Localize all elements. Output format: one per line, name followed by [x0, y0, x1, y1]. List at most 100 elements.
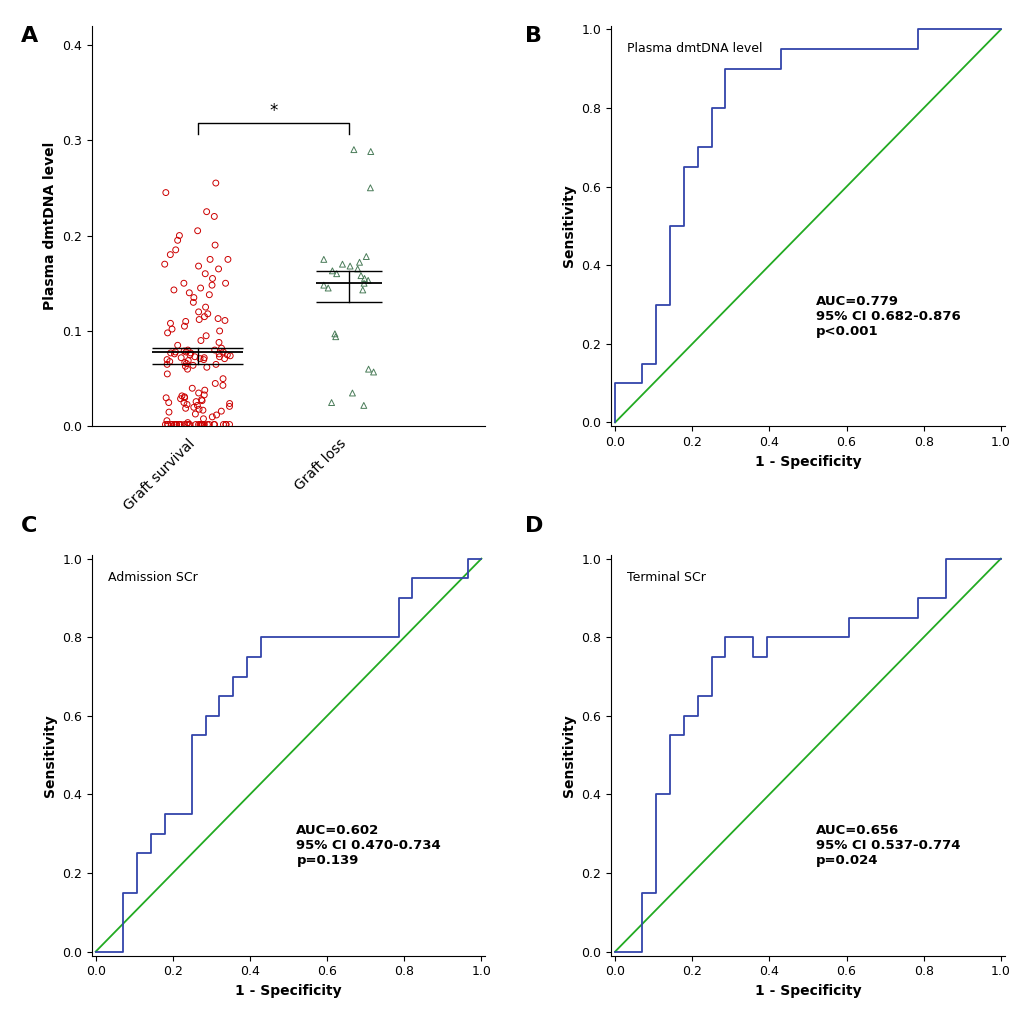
Point — [197, 266, 213, 282]
Point — [215, 371, 231, 387]
Point — [356, 275, 372, 291]
Point — [159, 325, 175, 341]
Point — [156, 256, 172, 272]
Point — [196, 386, 212, 403]
Point — [345, 141, 362, 157]
Point — [362, 180, 378, 196]
Point — [360, 272, 376, 288]
Point — [344, 385, 361, 402]
Point — [176, 318, 193, 334]
Text: AUC=0.602
95% CI 0.470-0.734
p=0.139: AUC=0.602 95% CI 0.470-0.734 p=0.139 — [297, 825, 441, 868]
Point — [162, 344, 178, 361]
Point — [222, 347, 238, 364]
Point — [192, 416, 208, 432]
Point — [168, 416, 184, 432]
Point — [365, 364, 381, 380]
Point — [210, 311, 226, 327]
Point — [211, 345, 227, 362]
Point — [217, 313, 233, 329]
Text: D: D — [525, 516, 543, 537]
Point — [198, 328, 214, 344]
Point — [171, 416, 187, 432]
Point — [327, 328, 343, 344]
X-axis label: 1 - Specificity: 1 - Specificity — [754, 455, 860, 469]
Point — [191, 385, 207, 402]
Point — [178, 416, 195, 432]
Point — [196, 309, 212, 325]
Point — [184, 357, 201, 373]
Point — [176, 389, 193, 406]
Text: *: * — [269, 102, 277, 120]
Point — [167, 416, 183, 432]
Text: Terminal SCr: Terminal SCr — [627, 570, 705, 584]
Point — [176, 388, 193, 405]
Point — [350, 261, 366, 277]
Point — [199, 359, 215, 375]
Point — [158, 184, 174, 200]
Point — [185, 400, 202, 416]
Point — [216, 351, 232, 367]
Point — [211, 349, 227, 365]
Point — [182, 344, 199, 361]
Y-axis label: Sensitivity: Sensitivity — [561, 185, 576, 268]
Point — [180, 353, 197, 369]
Point — [168, 416, 184, 432]
Point — [207, 237, 223, 253]
Text: B: B — [525, 26, 542, 46]
Point — [190, 398, 206, 414]
Point — [179, 342, 196, 359]
Point — [204, 409, 220, 425]
Point — [158, 389, 174, 406]
Point — [315, 277, 331, 293]
Point — [167, 343, 183, 360]
Point — [356, 270, 372, 286]
Point — [194, 392, 210, 409]
Point — [206, 208, 222, 225]
Point — [201, 286, 217, 303]
Point — [177, 314, 194, 330]
Point — [196, 350, 212, 366]
Point — [181, 346, 198, 363]
Point — [179, 361, 196, 377]
Point — [217, 416, 233, 432]
Y-axis label: Plasma dmtDNA level: Plasma dmtDNA level — [43, 142, 56, 310]
Point — [175, 394, 192, 411]
Point — [194, 391, 210, 408]
X-axis label: 1 - Specificity: 1 - Specificity — [235, 984, 341, 997]
Point — [166, 345, 182, 362]
Point — [221, 416, 237, 432]
Point — [178, 397, 195, 413]
Point — [323, 394, 339, 411]
Point — [163, 416, 179, 432]
Point — [206, 342, 222, 359]
Text: Admission SCr: Admission SCr — [107, 570, 197, 584]
Point — [179, 415, 196, 431]
Point — [197, 382, 213, 399]
Point — [351, 254, 367, 271]
Point — [176, 342, 193, 359]
Point — [166, 282, 182, 298]
Point — [358, 248, 374, 265]
Point — [213, 403, 229, 419]
Point — [355, 282, 371, 298]
Point — [159, 352, 175, 368]
Point — [208, 357, 224, 373]
Point — [171, 416, 187, 432]
Point — [191, 304, 207, 320]
Point — [194, 416, 210, 432]
Point — [192, 351, 208, 367]
Point — [163, 416, 179, 432]
Point — [207, 375, 223, 391]
Point — [175, 275, 192, 291]
Point — [169, 232, 185, 248]
Point — [198, 299, 214, 316]
Point — [221, 396, 237, 412]
X-axis label: 1 - Specificity: 1 - Specificity — [754, 984, 860, 997]
Point — [219, 251, 235, 268]
Point — [164, 321, 180, 337]
Point — [196, 416, 212, 432]
Point — [217, 275, 233, 291]
Text: AUC=0.779
95% CI 0.682-0.876
p<0.001: AUC=0.779 95% CI 0.682-0.876 p<0.001 — [815, 295, 960, 338]
Point — [173, 350, 190, 366]
Point — [199, 203, 215, 220]
